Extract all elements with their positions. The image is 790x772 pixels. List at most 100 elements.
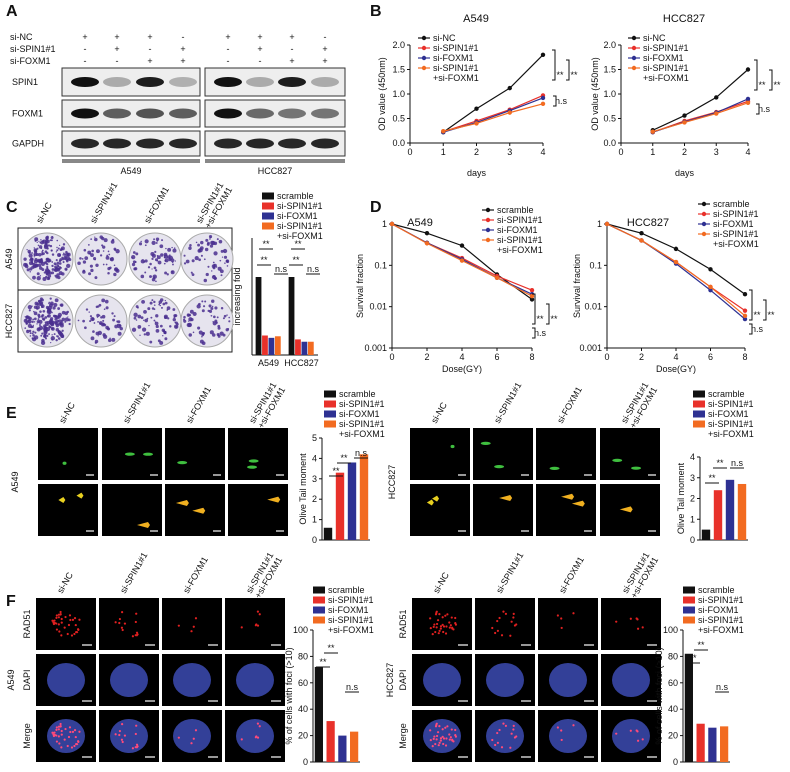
colony <box>38 252 42 257</box>
colony <box>172 248 177 253</box>
x-tick-label: 0 <box>604 352 609 362</box>
focus <box>641 626 644 629</box>
colony <box>186 313 191 317</box>
colony <box>28 316 31 318</box>
colony <box>198 258 201 262</box>
colony <box>209 330 214 335</box>
colony <box>155 280 157 283</box>
focus <box>636 618 639 621</box>
legend-marker <box>701 221 707 227</box>
colony <box>58 319 62 323</box>
focus <box>435 626 438 629</box>
colony <box>185 259 190 264</box>
bar <box>347 462 357 540</box>
x-axis-label: Dose(GY) <box>442 364 482 374</box>
colony <box>41 249 44 252</box>
blot-band <box>103 108 131 119</box>
text-line: si-SPIN1#1 <box>708 419 754 429</box>
colony <box>105 306 109 310</box>
focus <box>429 738 432 742</box>
x-tick-label: 8 <box>529 352 534 362</box>
colony <box>149 301 153 305</box>
treatment-mark: + <box>289 56 294 66</box>
focus <box>134 620 137 624</box>
colony <box>143 333 146 336</box>
focus <box>57 728 60 731</box>
significance-bracket <box>532 327 536 339</box>
focus <box>75 742 78 746</box>
colony <box>82 269 86 273</box>
x-tick-label: 1 <box>441 147 446 157</box>
y-tick-label: 0.001 <box>579 343 602 353</box>
comet-image <box>38 484 98 536</box>
colony <box>77 319 80 322</box>
legend-swatch <box>693 390 705 398</box>
colony <box>34 301 39 306</box>
focus <box>55 740 59 743</box>
colony <box>29 335 32 337</box>
legend-label: si-SPIN1#1 <box>328 595 374 605</box>
colony <box>158 300 163 304</box>
y-tick-label: 0.0 <box>392 138 405 148</box>
colony <box>213 241 218 246</box>
colony <box>41 332 44 335</box>
colony <box>208 309 213 313</box>
colony <box>33 311 38 316</box>
colony <box>153 319 156 322</box>
focus <box>572 612 575 615</box>
nucleus <box>549 719 587 753</box>
panel-label: E <box>6 405 17 422</box>
focus <box>57 613 60 616</box>
blot-band <box>103 77 131 87</box>
y-tick-label: 20 <box>298 731 308 741</box>
focus <box>68 614 72 617</box>
legend-label: si-SPIN1#1 <box>339 399 385 409</box>
focus <box>438 613 441 616</box>
colony <box>31 320 34 324</box>
colony <box>133 316 137 320</box>
colony <box>107 267 111 271</box>
focus <box>448 738 451 741</box>
y-axis-label: % of cells with foci (>10) <box>654 647 664 744</box>
legend-label: si-SPIN1#1 +si-FOXM1 <box>277 221 323 241</box>
colony <box>171 246 173 249</box>
legend-swatch <box>324 410 336 418</box>
data-point <box>604 221 610 227</box>
y-tick-label: 60 <box>668 678 678 688</box>
colony <box>84 326 87 330</box>
colony <box>222 333 226 337</box>
colony <box>40 305 44 309</box>
focus <box>502 610 505 613</box>
colony <box>159 304 161 307</box>
focus <box>629 617 632 620</box>
colony <box>28 253 33 258</box>
blot-band <box>71 108 99 119</box>
colony <box>204 300 207 303</box>
comet <box>571 500 585 507</box>
bar <box>725 479 735 540</box>
colony <box>67 316 69 318</box>
colony <box>36 276 41 281</box>
focus <box>258 613 261 616</box>
colony <box>44 261 46 264</box>
comet-image <box>102 484 162 536</box>
colony <box>226 265 229 267</box>
comet <box>136 522 150 529</box>
legend-swatch <box>693 400 705 408</box>
y-axis-label: Olive Tail moment <box>676 462 686 534</box>
comet <box>267 496 281 503</box>
colony <box>41 268 45 271</box>
chart-title: A549 <box>407 217 433 229</box>
colony <box>32 324 35 326</box>
colony <box>40 298 44 302</box>
colony <box>33 252 38 257</box>
colony <box>43 324 47 328</box>
comet <box>499 495 513 502</box>
significance-bracket <box>566 59 570 81</box>
nucleus <box>110 719 148 753</box>
colony <box>164 299 166 302</box>
text-line: si-SPIN1#1 <box>339 419 385 429</box>
data-point <box>507 85 512 91</box>
legend-swatch <box>313 596 325 604</box>
colony <box>90 336 95 341</box>
